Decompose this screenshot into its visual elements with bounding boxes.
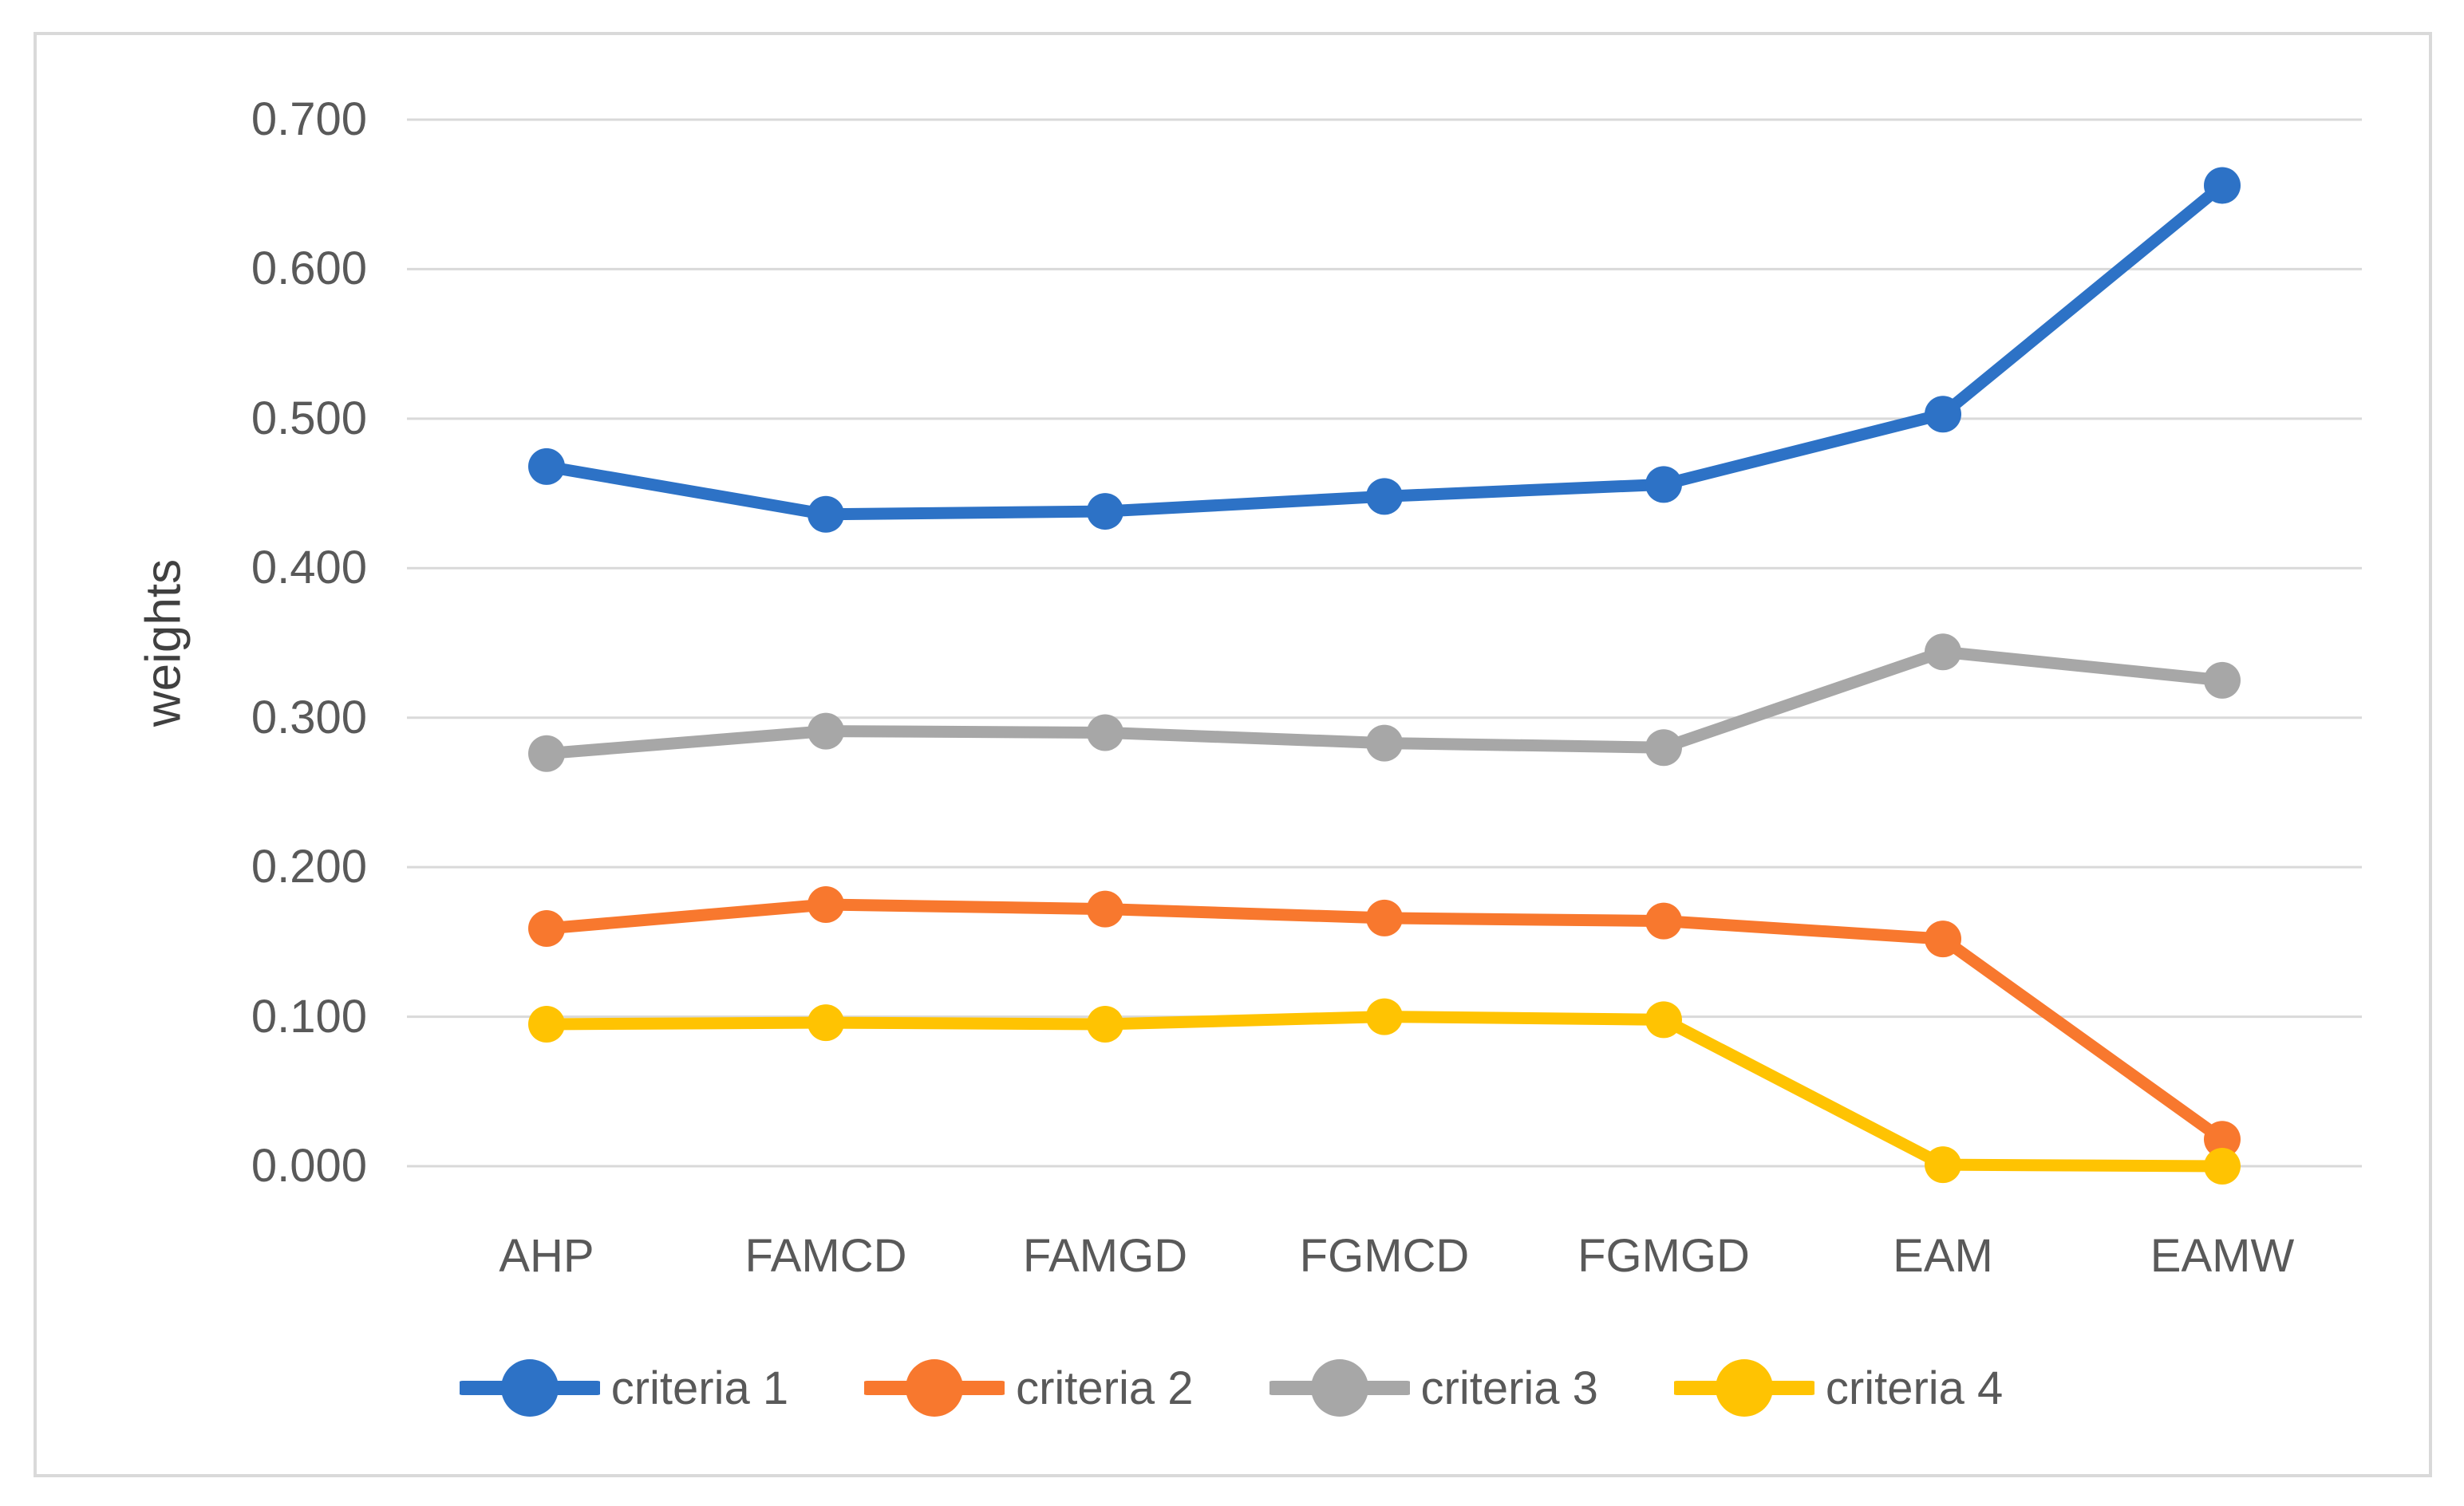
legend-marker-icon xyxy=(864,1359,1005,1417)
data-point-marker xyxy=(808,495,844,533)
data-point-marker xyxy=(1366,998,1403,1035)
legend-item-criteria-3: criteria 3 xyxy=(1269,1350,1598,1426)
y-axis-title: weights xyxy=(136,558,192,727)
data-point-marker xyxy=(808,886,844,923)
series-criteria-4 xyxy=(528,998,2241,1185)
legend-label: criteria 1 xyxy=(610,1362,789,1414)
data-point-marker xyxy=(1645,466,1682,503)
data-point-marker xyxy=(528,447,565,485)
y-tick-label: 0.300 xyxy=(251,691,367,743)
data-point-marker xyxy=(808,1004,844,1042)
legend-marker-dot xyxy=(906,1359,964,1417)
series-criteria-1 xyxy=(528,167,2241,533)
x-category-label-ahp: AHP xyxy=(499,1230,594,1282)
series-line xyxy=(540,1011,2229,1173)
legend-label: criteria 2 xyxy=(1016,1362,1194,1414)
y-tick-label: 0.100 xyxy=(251,990,367,1043)
series-criteria-3 xyxy=(528,633,2241,772)
legend-marker-dot xyxy=(1715,1359,1773,1417)
data-point-marker xyxy=(1645,1001,1682,1039)
series-criteria-2 xyxy=(528,886,2241,1158)
data-point-marker xyxy=(1925,633,1961,671)
legend-marker-dot xyxy=(1310,1359,1368,1417)
legend: criteria 1 criteria 2 criteria 3 criteria 4 xyxy=(34,1350,2429,1426)
data-point-marker xyxy=(1366,899,1403,936)
data-point-marker xyxy=(1925,1146,1961,1184)
legend-item-criteria-1: criteria 1 xyxy=(459,1350,789,1426)
x-category-label-famcd: FAMCD xyxy=(744,1230,907,1282)
legend-label: criteria 4 xyxy=(1825,1362,2004,1414)
y-tick-label: 0.600 xyxy=(251,242,367,295)
data-point-marker xyxy=(1366,724,1403,762)
chart-frame xyxy=(34,32,2432,1477)
x-category-label-eam: EAM xyxy=(1893,1230,1993,1282)
data-point-marker xyxy=(1087,714,1123,751)
x-category-label-eamw: EAMW xyxy=(2150,1230,2295,1282)
series-lines xyxy=(528,167,2241,1185)
y-tick-label: 0.400 xyxy=(251,542,367,594)
data-point-marker xyxy=(2204,661,2241,699)
data-point-marker xyxy=(2204,1148,2241,1185)
y-tick-label: 0.700 xyxy=(251,93,367,145)
x-category-label-famgd: FAMGD xyxy=(1022,1230,1188,1282)
data-point-marker xyxy=(808,712,844,750)
legend-item-criteria-2: criteria 2 xyxy=(864,1350,1194,1426)
data-point-marker xyxy=(1366,478,1403,515)
legend-marker-dot xyxy=(500,1359,559,1417)
data-point-marker xyxy=(1645,729,1682,767)
x-category-label-fgmgd: FGMGD xyxy=(1578,1230,1750,1282)
data-point-marker xyxy=(1925,396,1961,433)
series-line xyxy=(540,179,2229,521)
data-point-marker xyxy=(1087,493,1123,530)
y-tick-label: 0.500 xyxy=(251,392,367,444)
data-point-marker xyxy=(528,909,565,947)
data-point-marker xyxy=(1087,890,1123,928)
y-tick-label: 0.200 xyxy=(251,841,367,893)
legend-label: criteria 3 xyxy=(1420,1362,1598,1414)
legend-marker-icon xyxy=(1269,1359,1410,1417)
data-point-marker xyxy=(1925,921,1961,958)
data-point-marker xyxy=(2204,1121,2241,1158)
x-category-label-fgmcd: FGMCD xyxy=(1299,1230,1470,1282)
data-point-marker xyxy=(528,1005,565,1043)
y-tick-label: 0.000 xyxy=(251,1140,367,1192)
data-point-marker xyxy=(528,735,565,772)
data-point-marker xyxy=(1645,902,1682,940)
legend-marker-icon xyxy=(459,1359,600,1417)
legend-marker-icon xyxy=(1673,1359,1814,1417)
data-point-marker xyxy=(2204,167,2241,204)
data-point-marker xyxy=(1087,1005,1123,1043)
legend-item-criteria-4: criteria 4 xyxy=(1673,1350,2004,1426)
